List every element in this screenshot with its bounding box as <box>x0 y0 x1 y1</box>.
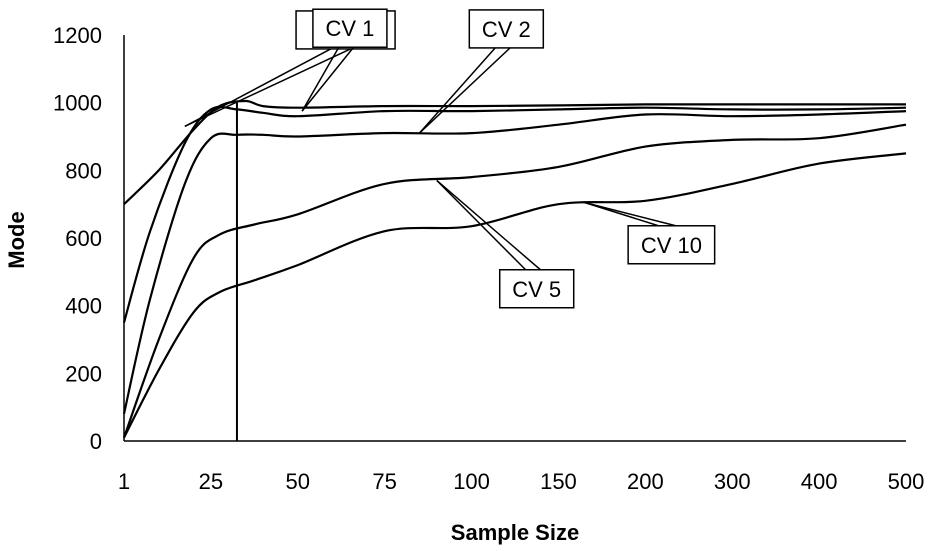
callout-leader <box>184 48 332 128</box>
callouts: CV 0.5CV 1CV 2CV 5CV 10 <box>184 8 716 309</box>
x-tick-labels: 1 25 50 75 100 150 200 300 400 500 <box>118 469 924 494</box>
x-axis-title: Sample Size <box>451 520 579 545</box>
x-tick-label: 500 <box>888 469 925 494</box>
callout-leader <box>184 48 351 128</box>
x-tick-label: 1 <box>118 469 130 494</box>
x-tick-label: 400 <box>801 469 838 494</box>
y-tick-label: 0 <box>90 429 102 454</box>
x-tick-label: 300 <box>714 469 751 494</box>
y-tick-label: 1000 <box>53 91 102 116</box>
y-tick-label: 600 <box>65 226 102 251</box>
callout-2: CV 1 <box>301 8 388 112</box>
series-lines <box>122 99 907 439</box>
callout-label: CV 10 <box>641 233 702 258</box>
x-tick-label: 200 <box>627 469 664 494</box>
callout-label: CV 2 <box>482 17 531 42</box>
series-line-4 <box>122 123 907 438</box>
callout-label: CV 1 <box>325 16 374 41</box>
x-tick-label: 100 <box>453 469 490 494</box>
x-tick-label: 150 <box>540 469 577 494</box>
x-tick-label: 75 <box>372 469 396 494</box>
callout-leader <box>301 46 340 112</box>
callout-5: CV 10 <box>584 201 716 265</box>
callout-leader <box>418 47 496 134</box>
callout-leader <box>584 201 676 227</box>
y-tick-label: 400 <box>65 294 102 319</box>
y-axis-title: Mode <box>4 211 29 268</box>
x-tick-label: 50 <box>286 469 310 494</box>
callout-4: CV 5 <box>436 179 575 309</box>
series-line-2 <box>122 105 907 323</box>
series-line-3 <box>122 110 907 415</box>
callout-leader <box>301 46 355 112</box>
callout-leader <box>418 47 511 134</box>
callout-box <box>468 9 545 49</box>
axes <box>123 35 906 442</box>
x-tick-label: 25 <box>199 469 223 494</box>
callout-leader <box>436 179 541 271</box>
y-tick-label: 1200 <box>53 23 102 48</box>
y-tick-label: 200 <box>65 361 102 386</box>
y-tick-label: 800 <box>65 158 102 183</box>
callout-label: CV 5 <box>512 277 561 302</box>
series-line-1 <box>123 99 906 205</box>
callout-3: CV 2 <box>418 9 545 134</box>
callout-box <box>498 269 575 309</box>
callout-leader <box>436 179 527 271</box>
callout-box <box>627 225 716 265</box>
callout-box <box>312 8 388 48</box>
series-line-5 <box>123 152 907 439</box>
y-tick-labels: 0 200 400 600 800 1000 1200 <box>53 23 102 454</box>
